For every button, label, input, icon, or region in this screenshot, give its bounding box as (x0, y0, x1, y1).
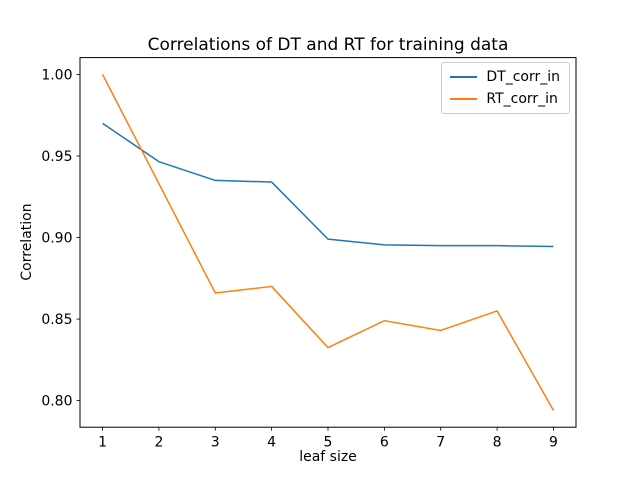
x-tick-label: 1 (98, 435, 107, 451)
y-axis-label: Correlation (19, 203, 35, 281)
y-tick-label: 0.95 (41, 149, 72, 165)
x-tick-label: 9 (549, 435, 558, 451)
chart-title: Correlations of DT and RT for training d… (147, 35, 509, 55)
y-tick-label: 0.90 (41, 231, 72, 247)
series-line-RT_corr_in (101, 74, 555, 411)
legend-entry: DT_corr_in (450, 68, 560, 86)
legend-label: DT_corr_in (486, 69, 560, 85)
x-tick-label: 2 (154, 435, 163, 451)
axes: 1 2 3 4 5 6 7 8 9 0.80 0.85 0.90 0.95 1.00 (41, 57, 577, 451)
series-line-DT_corr_in (102, 122, 554, 248)
legend-line-sample (450, 98, 478, 100)
legend: DT_corr_in RT_corr_in (441, 62, 570, 114)
x-tick-label: 3 (211, 435, 220, 451)
legend-line-sample (450, 76, 478, 78)
x-axis-label: leaf size (299, 449, 357, 465)
x-tick-label: 8 (493, 435, 502, 451)
x-tick-label: 6 (380, 435, 389, 451)
x-tick-label: 4 (267, 435, 276, 451)
legend-label: RT_corr_in (486, 91, 558, 107)
y-tick-label: 0.80 (41, 394, 72, 410)
x-tick-label: 5 (324, 435, 333, 451)
x-tick-label: 7 (436, 435, 445, 451)
legend-entry: RT_corr_in (450, 90, 560, 108)
y-tick-label: 1.00 (41, 67, 72, 83)
data-series (101, 74, 555, 411)
y-tick-label: 0.85 (41, 312, 72, 328)
